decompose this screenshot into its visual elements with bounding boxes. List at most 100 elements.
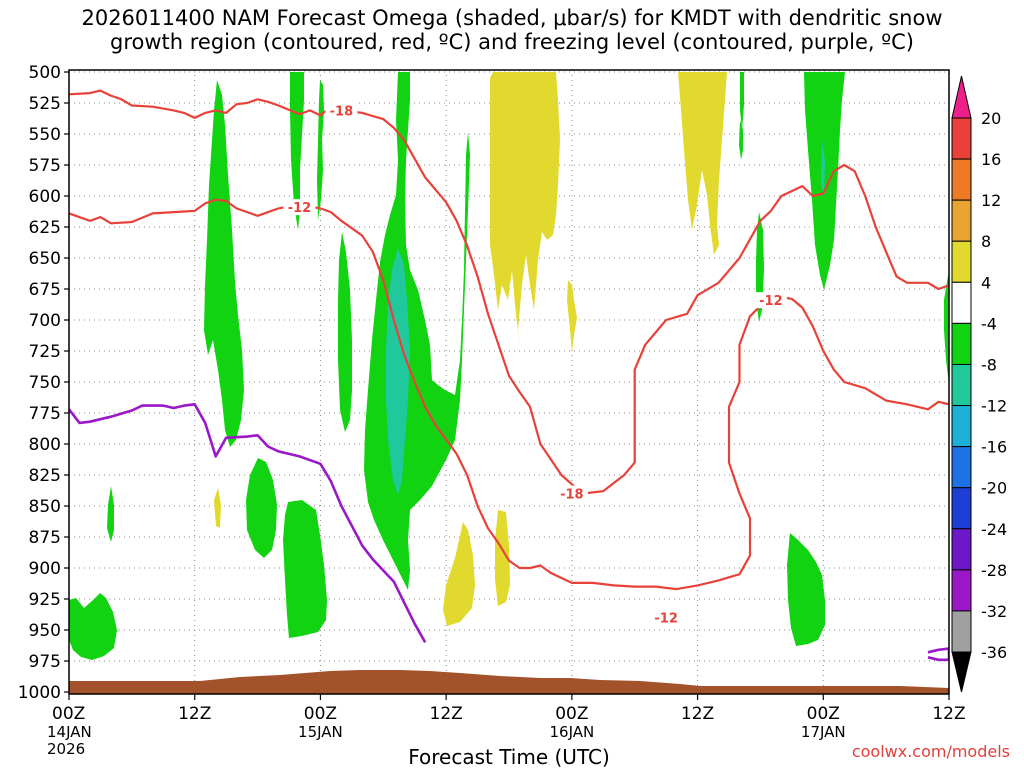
colorbar-segment	[951, 528, 972, 571]
contour-label-bg	[283, 199, 316, 216]
colorbar-segment	[951, 158, 972, 201]
omega-negative-region	[204, 80, 244, 447]
contour-label: -18	[560, 488, 584, 503]
colorbar-segment	[951, 199, 972, 242]
freezing-level-contour	[927, 647, 949, 662]
colorbar-label: 20	[981, 109, 1001, 128]
x-tick-label: 00Z	[555, 704, 588, 724]
omega-positive-region	[495, 510, 510, 606]
x-tick-label: 12Z	[681, 704, 714, 724]
y-tick-label: 675	[29, 280, 61, 300]
colorbar-label: -24	[981, 520, 1007, 539]
colorbar-label: 12	[981, 191, 1001, 210]
contour-labels: -18 -12 -12 -18 -12	[283, 102, 787, 627]
x-tick-label: 12Z	[932, 704, 965, 724]
omega-negative-region	[740, 72, 744, 130]
y-tick-label: 875	[29, 528, 61, 548]
y-tick-label: 500	[29, 63, 61, 83]
colorbar-label: -36	[981, 643, 1007, 662]
y-tick-label: 700	[29, 311, 61, 331]
colorbar-label: -32	[981, 602, 1007, 621]
chart-title-line1: 2026011400 NAM Forecast Omega (shaded, μ…	[81, 6, 943, 30]
x-tick-year: 2026	[47, 740, 85, 758]
x-tick-label: 00Z	[304, 704, 337, 724]
contour-label: -18	[330, 104, 354, 119]
x-axis-label: Forecast Time (UTC)	[408, 745, 610, 768]
x-tick-date: 17JAN	[801, 723, 846, 741]
contour-label: -12	[288, 201, 312, 216]
omega-shading	[69, 72, 949, 660]
colorbar-legend: 20 16 12 8 4 -4 -8 -12 -16 -20 -24 -28 -32 -36	[951, 75, 1007, 693]
contour-label-bg	[650, 609, 683, 626]
omega-negative-region	[364, 72, 470, 590]
y-tick-label: 650	[29, 249, 61, 269]
y-tick-label: 525	[29, 94, 61, 114]
y-tick-label: 925	[29, 590, 61, 610]
x-tick-label: 00Z	[52, 704, 85, 724]
y-tick-label: 900	[29, 559, 61, 579]
colorbar-segment	[951, 651, 972, 693]
colorbar-segment	[951, 363, 972, 407]
terrain-surface	[69, 670, 949, 694]
x-tick-date: 16JAN	[549, 723, 594, 741]
contour-label: -12	[654, 612, 678, 627]
credit-link[interactable]: coolwx.com/models	[851, 742, 1010, 761]
colorbar-segment	[951, 569, 972, 612]
y-tick-label: 625	[29, 218, 61, 238]
colorbar-label: 8	[981, 232, 991, 251]
y-tick-label: 825	[29, 466, 61, 486]
omega-negative-region	[787, 533, 825, 646]
colorbar-label: -28	[981, 561, 1007, 580]
colorbar-label: 16	[981, 150, 1001, 169]
colorbar-segment	[951, 75, 972, 119]
colorbar-segment	[951, 405, 972, 448]
colorbar-segment	[951, 610, 972, 653]
y-tick-label: 725	[29, 342, 61, 362]
omega-negative-region	[283, 500, 327, 638]
omega-negative-region	[804, 72, 845, 290]
colorbar-segment	[951, 446, 972, 489]
omega-positive-region	[214, 488, 221, 528]
y-tick-label: 550	[29, 125, 61, 145]
contour-label-bg	[754, 292, 787, 309]
omega-negative-region	[69, 593, 117, 660]
x-tick-date: 15JAN	[298, 723, 343, 741]
isotherm-contours	[69, 89, 949, 662]
omega-negative-region	[739, 120, 743, 160]
colorbar-label: -16	[981, 438, 1007, 457]
omega-positive-region	[490, 72, 560, 350]
x-tick-label: 12Z	[430, 704, 463, 724]
omega-positive-region	[567, 280, 577, 352]
y-tick-label: 600	[29, 187, 61, 207]
isotherm-contour	[69, 198, 949, 591]
chart-title-line2: growth region (contoured, red, ºC) and f…	[110, 30, 914, 54]
y-tick-label: 775	[29, 404, 61, 424]
omega-negative-region	[107, 486, 114, 542]
y-tick-label: 850	[29, 497, 61, 517]
colorbar-segment	[951, 487, 972, 530]
colorbar-label: -12	[981, 397, 1007, 416]
colorbar-label: -20	[981, 479, 1007, 498]
freezing-level-contour	[69, 403, 427, 644]
y-tick-label: 975	[29, 652, 61, 672]
y-axis: 500 525 550 575 600 625 650 675 700 725 750 775 800 8…	[18, 63, 69, 703]
x-tick-date: 14JAN	[47, 723, 92, 741]
omega-positive-region	[443, 522, 475, 626]
x-tick-label: 00Z	[807, 704, 840, 724]
omega-negative-region	[821, 140, 825, 200]
x-tick-label: 12Z	[178, 704, 211, 724]
omega-positive-region	[678, 72, 727, 255]
y-tick-label: 1000	[18, 683, 61, 703]
isotherm-contour	[69, 89, 949, 495]
y-tick-label: 575	[29, 156, 61, 176]
y-tick-label: 750	[29, 373, 61, 393]
y-tick-label: 950	[29, 621, 61, 641]
omega-negative-region	[944, 270, 949, 385]
colorbar-segment	[951, 117, 972, 160]
contour-label-bg	[325, 102, 358, 119]
colorbar-segment	[951, 281, 972, 324]
contour-label-bg	[555, 485, 588, 502]
contour-label: -12	[759, 294, 783, 309]
